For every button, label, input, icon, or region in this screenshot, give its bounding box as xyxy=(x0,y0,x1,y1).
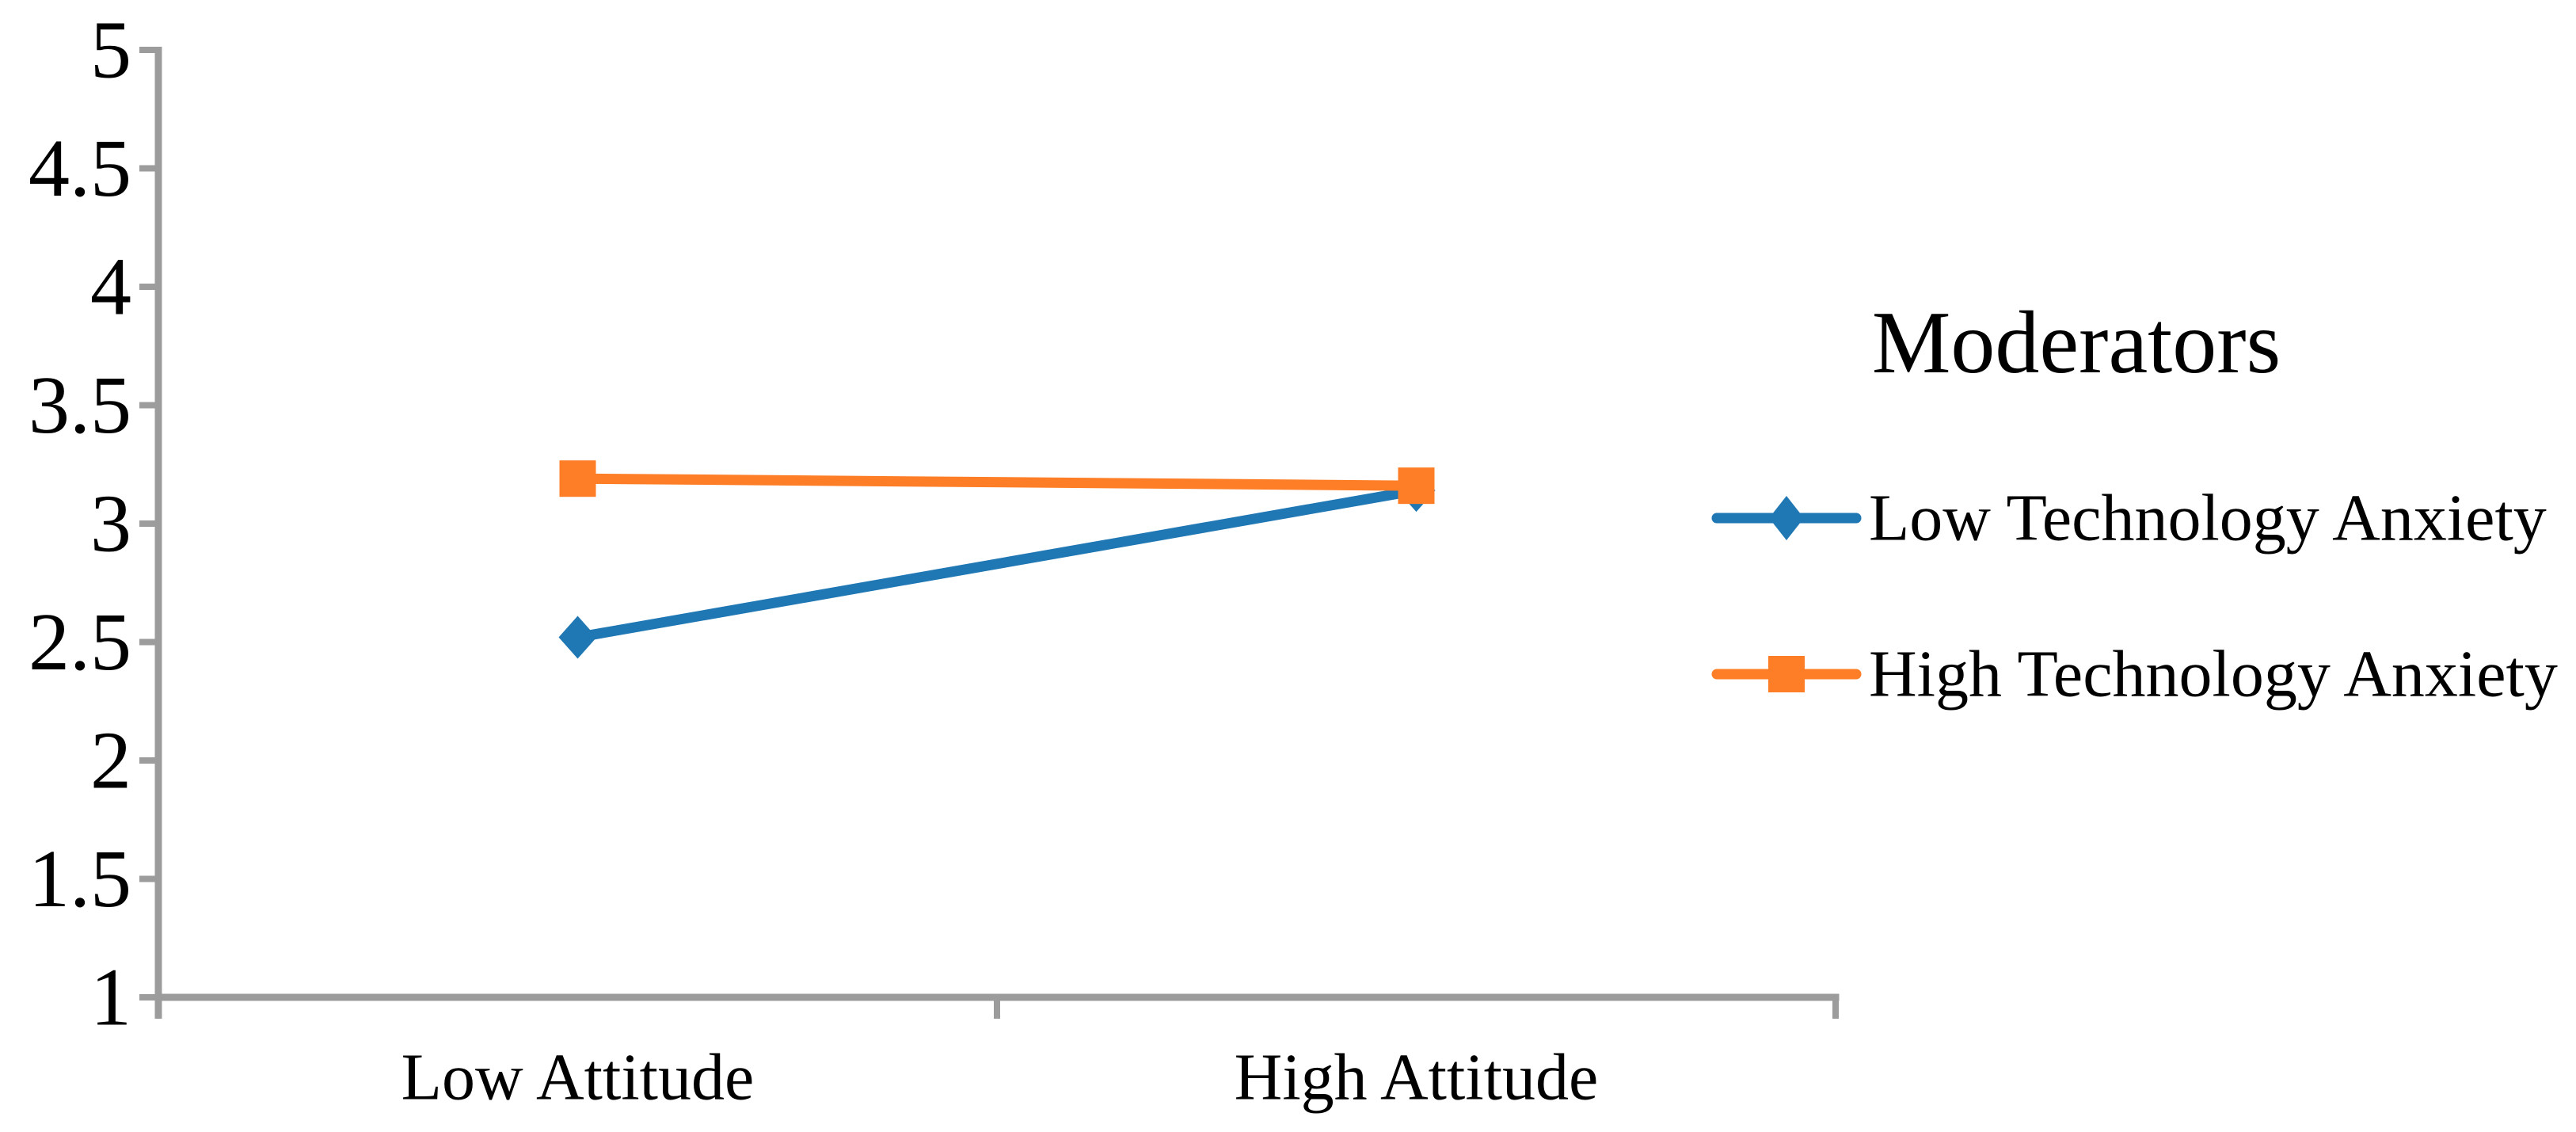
y-tick-label: 1.5 xyxy=(29,833,131,924)
data-point-square-marker xyxy=(1398,467,1435,505)
legend-layer: Moderators Low Technology Anxiety High Te… xyxy=(1711,294,2558,711)
axes-layer: 1 1.5 2 2.5 3 3.5 4 4.5 5 Low Attitude High Attitu… xyxy=(29,5,1840,1115)
legend-title: Moderators xyxy=(1872,294,2281,392)
data-point-diamond-marker xyxy=(558,616,597,659)
legend-label: Low Technology Anxiety xyxy=(1869,482,2547,555)
series-line xyxy=(573,485,1421,643)
y-tick-label: 2.5 xyxy=(29,596,131,688)
y-tick-label: 2 xyxy=(90,715,131,806)
y-tick-label: 3 xyxy=(90,478,131,570)
y-tick-label: 5 xyxy=(90,5,131,96)
data-point-square-marker xyxy=(559,460,596,497)
y-tick-label: 3.5 xyxy=(29,360,131,451)
legend-square-marker xyxy=(1768,656,1805,692)
legend-row: Low Technology Anxiety xyxy=(1711,482,2547,555)
series-layer xyxy=(558,460,1436,659)
x-category-label: High Attitude xyxy=(1235,1041,1599,1115)
y-tick-label: 1 xyxy=(90,952,131,1043)
legend-row: High Technology Anxiety xyxy=(1711,638,2558,711)
legend-diamond-marker xyxy=(1769,496,1804,540)
series-line xyxy=(573,473,1421,491)
x-category-label: Low Attitude xyxy=(401,1041,755,1115)
y-tick-label: 4.5 xyxy=(29,123,131,214)
y-tick-label: 4 xyxy=(90,242,131,333)
legend-label: High Technology Anxiety xyxy=(1869,638,2558,711)
